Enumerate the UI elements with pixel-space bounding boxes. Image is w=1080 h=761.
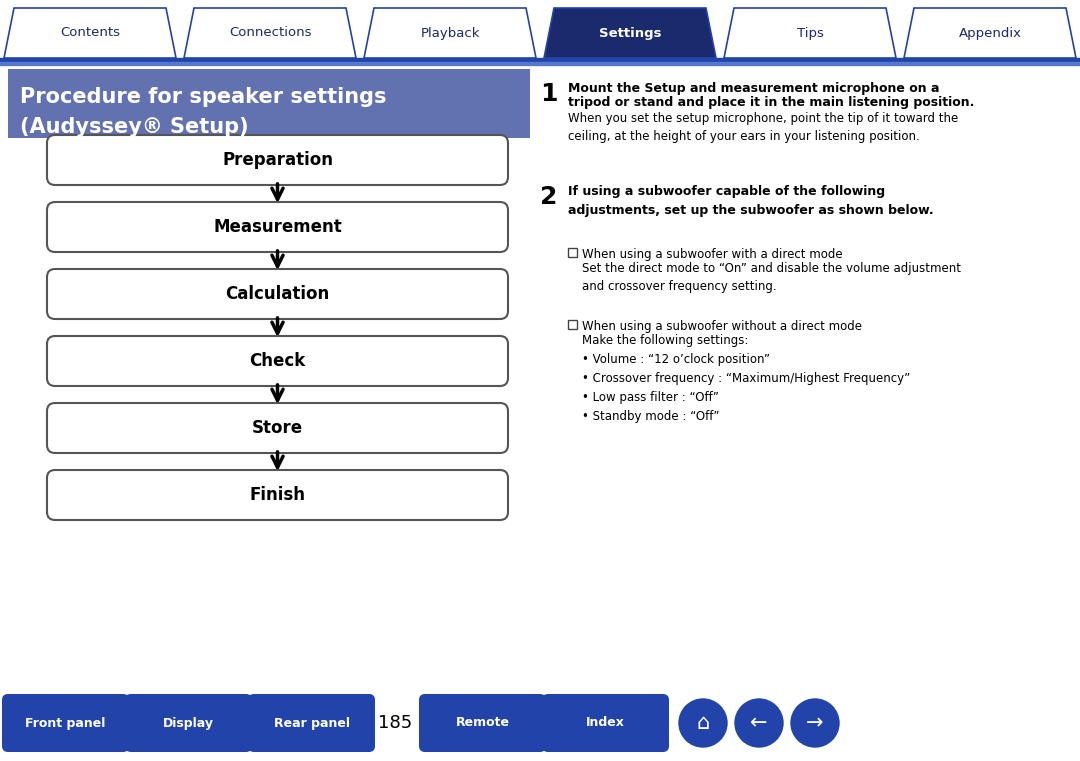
Text: →: → bbox=[807, 713, 824, 733]
Text: Index: Index bbox=[586, 717, 625, 730]
Text: Rear panel: Rear panel bbox=[273, 717, 350, 730]
Polygon shape bbox=[724, 8, 896, 58]
FancyBboxPatch shape bbox=[248, 694, 375, 752]
Circle shape bbox=[679, 699, 727, 747]
FancyBboxPatch shape bbox=[48, 202, 508, 252]
Text: Measurement: Measurement bbox=[213, 218, 342, 236]
FancyBboxPatch shape bbox=[48, 269, 508, 319]
FancyBboxPatch shape bbox=[419, 694, 546, 752]
Text: Mount the Setup and measurement microphone on a: Mount the Setup and measurement micropho… bbox=[568, 82, 940, 95]
FancyBboxPatch shape bbox=[2, 694, 129, 752]
Polygon shape bbox=[904, 8, 1076, 58]
FancyBboxPatch shape bbox=[48, 135, 508, 185]
FancyBboxPatch shape bbox=[48, 403, 508, 453]
Text: 1: 1 bbox=[540, 82, 557, 106]
Text: Set the direct mode to “On” and disable the volume adjustment
and crossover freq: Set the direct mode to “On” and disable … bbox=[582, 262, 961, 293]
Polygon shape bbox=[364, 8, 536, 58]
FancyBboxPatch shape bbox=[568, 320, 577, 329]
FancyBboxPatch shape bbox=[125, 694, 252, 752]
Text: Front panel: Front panel bbox=[25, 717, 106, 730]
FancyBboxPatch shape bbox=[48, 336, 508, 386]
Text: Appendix: Appendix bbox=[959, 27, 1022, 40]
FancyBboxPatch shape bbox=[568, 248, 577, 257]
FancyBboxPatch shape bbox=[48, 470, 508, 520]
Text: 2: 2 bbox=[540, 185, 557, 209]
Text: Connections: Connections bbox=[229, 27, 311, 40]
Text: When you set the setup microphone, point the tip of it toward the
ceiling, at th: When you set the setup microphone, point… bbox=[568, 112, 958, 143]
Text: 185: 185 bbox=[378, 714, 413, 732]
Text: Tips: Tips bbox=[797, 27, 823, 40]
Polygon shape bbox=[544, 8, 716, 58]
Text: Calculation: Calculation bbox=[226, 285, 329, 303]
Circle shape bbox=[735, 699, 783, 747]
Text: Playback: Playback bbox=[420, 27, 480, 40]
Text: Store: Store bbox=[252, 419, 303, 437]
Text: Display: Display bbox=[163, 717, 214, 730]
Text: ⌂: ⌂ bbox=[697, 713, 710, 733]
Text: Remote: Remote bbox=[456, 717, 510, 730]
Text: ←: ← bbox=[751, 713, 768, 733]
Text: Finish: Finish bbox=[249, 486, 306, 504]
Text: When using a subwoofer without a direct mode: When using a subwoofer without a direct … bbox=[582, 320, 862, 333]
Text: Procedure for speaker settings: Procedure for speaker settings bbox=[21, 87, 387, 107]
Circle shape bbox=[791, 699, 839, 747]
Text: tripod or stand and place it in the main listening position.: tripod or stand and place it in the main… bbox=[568, 96, 974, 109]
Text: Settings: Settings bbox=[598, 27, 661, 40]
Text: Make the following settings:
• Volume : “12 o’clock position”
• Crossover freque: Make the following settings: • Volume : … bbox=[582, 334, 910, 423]
FancyBboxPatch shape bbox=[542, 694, 669, 752]
Text: When using a subwoofer with a direct mode: When using a subwoofer with a direct mod… bbox=[582, 248, 842, 261]
Text: Check: Check bbox=[249, 352, 306, 370]
Text: Preparation: Preparation bbox=[222, 151, 333, 169]
Text: (Audyssey® Setup): (Audyssey® Setup) bbox=[21, 117, 248, 137]
Polygon shape bbox=[4, 8, 176, 58]
Text: Contents: Contents bbox=[60, 27, 120, 40]
Polygon shape bbox=[184, 8, 356, 58]
Text: If using a subwoofer capable of the following
adjustments, set up the subwoofer : If using a subwoofer capable of the foll… bbox=[568, 185, 933, 217]
FancyBboxPatch shape bbox=[8, 69, 530, 138]
